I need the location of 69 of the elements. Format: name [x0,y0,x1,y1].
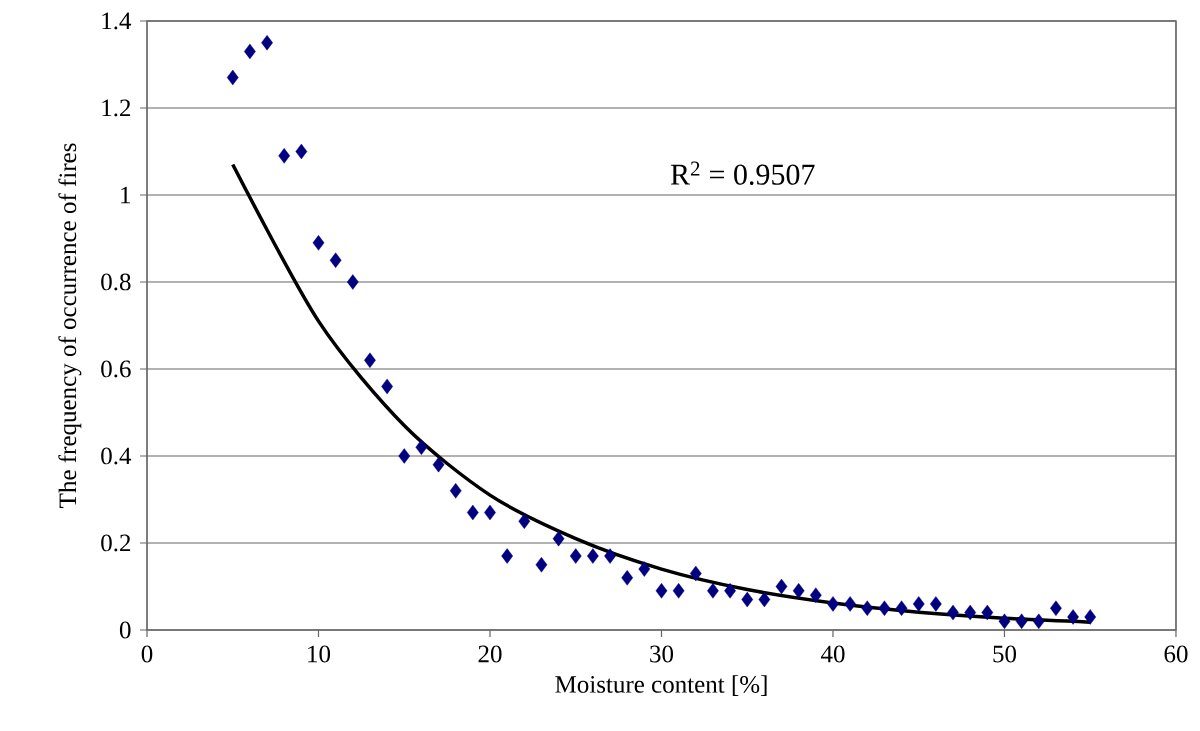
point [964,604,976,621]
point [827,596,839,612]
point [312,235,325,251]
point [775,578,788,595]
point [552,530,565,547]
point [381,378,393,395]
y-tick-label: 1.2 [102,99,131,117]
y-tick-label: 0.6 [101,360,131,378]
x-tick-label: 30 [650,645,674,663]
point [467,504,479,521]
point [484,504,496,521]
point [226,69,239,86]
point [432,456,445,473]
point [930,596,942,612]
y-tick-label: 0.2 [101,534,131,552]
point [724,583,736,599]
point [449,483,462,499]
point [998,613,1011,629]
x-tick-label: 10 [308,645,331,663]
point [741,591,754,608]
point [861,600,874,616]
point [364,352,376,368]
point [621,570,634,586]
point [1015,613,1028,629]
point [329,252,342,268]
point [295,143,308,160]
point [689,565,702,582]
y-tick-label: 1 [121,186,130,204]
y-tick-label: 0.8 [101,273,131,291]
point [415,439,428,455]
y-axis-title: The frequency of occurrence of fires [58,143,82,508]
x-axis-title: Moisture content [%] [555,675,767,696]
point [1067,609,1079,625]
x-tick-label: 50 [993,645,1017,663]
point [792,583,805,599]
point [346,274,359,290]
point [1032,613,1045,629]
x-tick-label: 40 [820,645,845,663]
point [912,596,925,612]
point [244,43,256,60]
point [672,583,685,599]
point [981,604,994,621]
y-tick-label: 0 [119,621,131,639]
point [1084,609,1097,625]
annotation: R$^{2}$ = 0.9507 [670,161,815,185]
y-tick-label: 0.4 [101,447,132,465]
point [655,583,668,599]
point [569,548,582,564]
point [261,35,273,51]
point [810,587,822,603]
y-tick-label: 1.4 [102,12,132,30]
point [758,591,771,608]
x-tick-label: 60 [1164,645,1188,663]
point [518,513,531,529]
point [947,604,959,621]
point [707,583,719,599]
point [278,148,291,164]
point [844,596,856,612]
point [398,448,411,464]
point [535,557,548,573]
point [895,600,908,616]
point [1050,600,1062,616]
point [587,548,599,564]
point [878,600,891,616]
x-tick-label: 0 [141,645,153,663]
x-tick-label: 20 [478,645,502,663]
point [604,548,616,564]
point [501,548,513,564]
point [638,561,651,577]
